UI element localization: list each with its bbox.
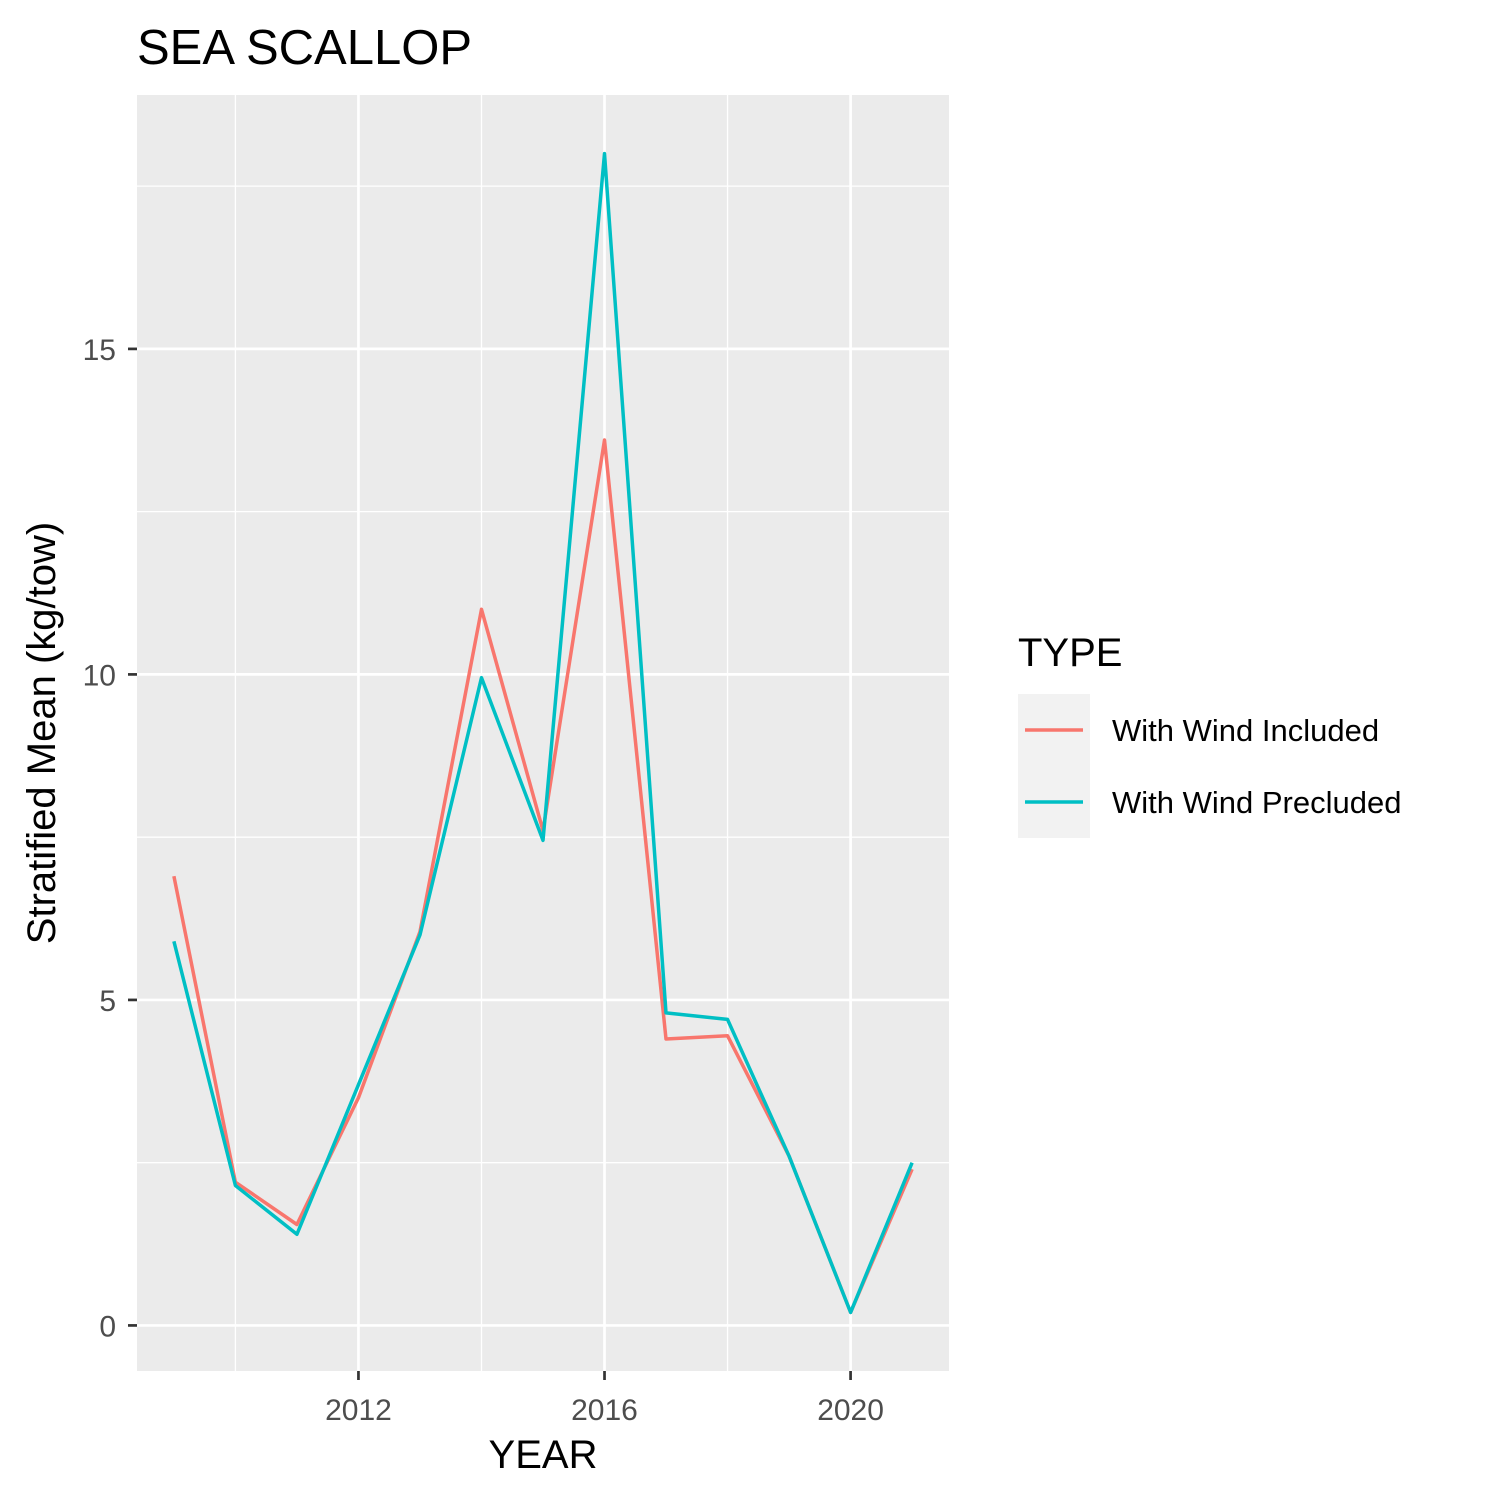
legend-label: With Wind Included: [1112, 713, 1379, 748]
legend-label: With Wind Precluded: [1112, 785, 1401, 820]
legend: TYPE With Wind Included With Wind Preclud…: [1018, 631, 1401, 838]
legend-key-background: [1018, 694, 1090, 838]
x-axis: 2012 2016 2020: [325, 1371, 884, 1427]
y-tick-label: 10: [83, 659, 116, 692]
x-axis-title: YEAR: [489, 1433, 598, 1477]
y-tick-label: 5: [99, 985, 116, 1018]
plot-panel: [137, 95, 949, 1371]
x-tick-label: 2020: [817, 1394, 884, 1427]
series-line-with-wind-precluded: [172, 151, 914, 1315]
series-lines: [172, 151, 914, 1315]
y-axis: 0 5 10 15: [83, 334, 137, 1343]
chart-title: SEA SCALLOP: [137, 21, 472, 75]
x-tick-label: 2016: [571, 1394, 638, 1427]
x-tick-label: 2012: [325, 1394, 392, 1427]
major-gridlines: [137, 95, 949, 1371]
y-tick-label: 15: [83, 334, 116, 367]
y-axis-title: Stratified Mean (kg/tow): [20, 522, 64, 944]
y-tick-label: 0: [99, 1310, 116, 1343]
legend-title: TYPE: [1018, 631, 1122, 675]
